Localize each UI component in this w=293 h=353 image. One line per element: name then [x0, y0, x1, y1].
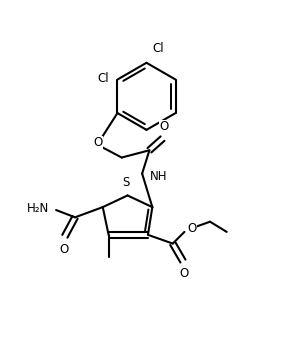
- Text: H₂N: H₂N: [27, 202, 49, 215]
- Text: O: O: [94, 137, 103, 149]
- Text: O: O: [59, 243, 69, 256]
- Text: O: O: [159, 120, 169, 133]
- Text: O: O: [180, 267, 189, 280]
- Text: O: O: [188, 222, 197, 235]
- Text: Cl: Cl: [152, 42, 164, 55]
- Text: S: S: [122, 176, 130, 189]
- Text: NH: NH: [149, 170, 167, 183]
- Text: Cl: Cl: [98, 72, 109, 85]
